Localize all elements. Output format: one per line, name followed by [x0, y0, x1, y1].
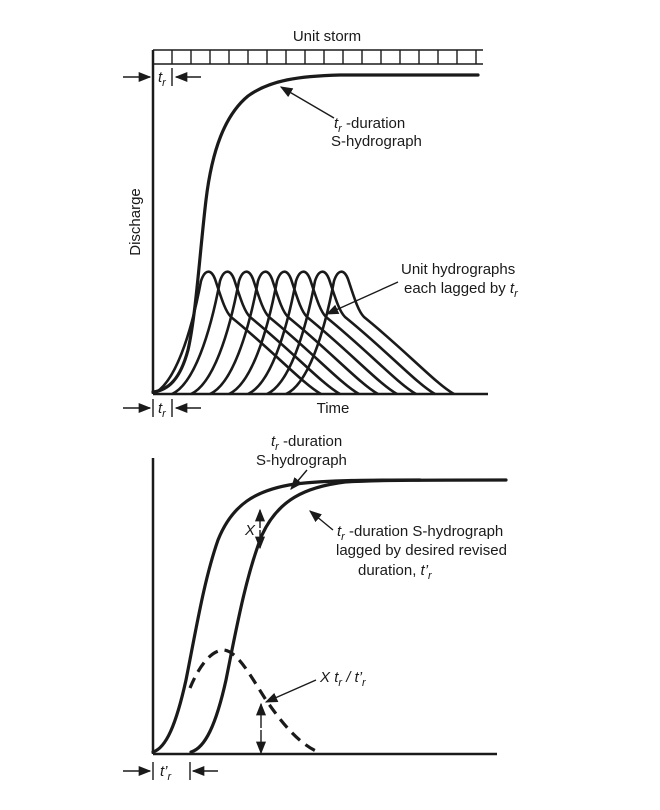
- lagged-label-line1: -duration S-hydrograph: [345, 523, 503, 540]
- unit-hydrograph-curve: [152, 270, 322, 396]
- unit-hydrograph-curve: [247, 270, 417, 396]
- unit-hydrograph-curve: [228, 270, 398, 396]
- t-prime-subscript: r: [428, 570, 433, 582]
- s-hydrograph-curve-lagged: [189, 478, 508, 754]
- svg-text:X tr / t’r: X tr / t’r: [319, 669, 367, 689]
- svg-text:duration, t’r: duration, t’r: [358, 562, 433, 582]
- s-hydrograph-curve: [151, 73, 480, 394]
- lagged-label-line2: lagged by desired revised: [336, 542, 507, 559]
- svg-text:tr -duration: tr -duration: [271, 433, 342, 453]
- unit-hydrograph-curve: [209, 270, 379, 396]
- discharge-axis-label: Discharge: [127, 188, 144, 256]
- tr-indicator-bottom: tr: [123, 399, 201, 420]
- unit-hydrograph-curve: [266, 270, 436, 396]
- tr-indicator-top: tr: [123, 68, 201, 89]
- tr-symbol: t: [158, 69, 163, 86]
- unit-hydro-label-line1: Unit hydrographs: [401, 261, 515, 278]
- unit-storm-bar: [152, 49, 483, 65]
- unit-hydrograph-curve: [171, 270, 341, 396]
- ratio-slash: /: [342, 669, 355, 686]
- time-axis-label: Time: [317, 400, 350, 417]
- lagged-pointer-arrow: [309, 510, 334, 531]
- tr-subscript: r: [341, 531, 346, 543]
- svg-text:each lagged by tr: each lagged by tr: [404, 280, 519, 300]
- top-panel: Unit storm Discharge Time tr tr: [123, 28, 519, 420]
- tr-subscript: r: [275, 441, 280, 453]
- s-hydro-label-suffix: -duration: [342, 115, 405, 132]
- s-hydro-label-line2: S-hydrograph: [331, 133, 422, 150]
- unit-hydrograph-curve: [190, 270, 360, 396]
- s-hydro-pointer-arrow: [279, 86, 335, 119]
- ratio-pointer-arrow: [264, 679, 317, 703]
- unit-hydrograph-curve: [285, 270, 455, 396]
- ratio-x: X: [319, 669, 331, 686]
- unit-hydrograph-group: [152, 270, 455, 396]
- unit-hydro-pointer-arrow: [325, 281, 399, 315]
- t-prime-symbol: t’: [355, 669, 363, 686]
- bottom-s-hydro-label-line2: S-hydrograph: [256, 452, 347, 469]
- tr-subscript: r: [162, 77, 167, 89]
- bottom-s-hydro-pointer-arrow: [290, 469, 308, 490]
- t-prime-symbol: t’: [160, 763, 168, 780]
- t-prime-subscript: r: [362, 677, 367, 689]
- t-prime-subscript: r: [168, 771, 173, 783]
- tr-subscript: r: [514, 288, 519, 300]
- difference-hydrograph-dashed: [188, 648, 319, 754]
- tr-symbol: t: [337, 523, 342, 540]
- tr-symbol: t: [158, 400, 163, 417]
- tr-subscript: r: [338, 123, 343, 135]
- tr-symbol: t: [334, 115, 339, 132]
- lagged-label-line3: duration,: [358, 562, 421, 579]
- svg-text:tr -duration S-hydrograph: tr -duration S-hydrograph: [337, 523, 503, 543]
- unit-hydro-label-line2: each lagged by: [404, 280, 510, 297]
- tr-symbol: t: [271, 433, 276, 450]
- tr-symbol: t: [510, 280, 515, 297]
- bottom-panel: X tr -duration S-hydrograph tr -duration…: [123, 433, 508, 783]
- tr-symbol: t: [334, 669, 339, 686]
- t-prime-symbol: t’: [421, 562, 429, 579]
- svg-text:tr -duration: tr -duration: [334, 115, 405, 135]
- s-hydrograph-curve-original: [151, 478, 422, 754]
- svg-text:tr: tr: [158, 69, 167, 89]
- s-hydro-label-suffix: -duration: [279, 433, 342, 450]
- unit-storm-label: Unit storm: [293, 28, 361, 45]
- tr-subscript: r: [338, 677, 343, 689]
- svg-text:t’r: t’r: [160, 763, 173, 783]
- svg-text:tr: tr: [158, 400, 167, 420]
- t-prime-indicator: t’r: [123, 762, 218, 783]
- x-difference-label: X: [244, 522, 256, 539]
- tr-subscript: r: [162, 408, 167, 420]
